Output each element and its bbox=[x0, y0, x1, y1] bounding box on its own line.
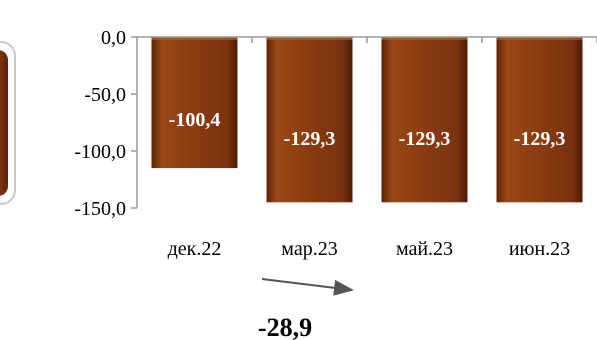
trend-arrow bbox=[261, 278, 354, 296]
y-tick-label: 0,0 bbox=[101, 27, 126, 49]
bar-highlight bbox=[381, 37, 468, 40]
bar-data-label: -129,3 bbox=[399, 128, 451, 150]
x-axis: дек.22 мар.23 май.23 июн.23 bbox=[137, 36, 597, 260]
x-tick-label: июн.23 bbox=[509, 238, 570, 260]
x-tick-label: мар.23 bbox=[281, 238, 337, 260]
bars: -100,4 -129,3 -129,3 -129,3 bbox=[151, 37, 583, 203]
bar bbox=[151, 37, 238, 169]
bar-highlight bbox=[496, 37, 583, 40]
y-axis: 0,0 -50,0 -100,0 -150,0 bbox=[74, 27, 138, 220]
bar bbox=[266, 37, 353, 203]
y-tick-label: -100,0 bbox=[74, 141, 126, 163]
x-tick-label: дек.22 bbox=[168, 238, 222, 260]
bar bbox=[381, 37, 468, 203]
bar-highlight bbox=[266, 37, 353, 40]
side-box bbox=[0, 41, 16, 205]
bar bbox=[496, 37, 583, 203]
bar-group: -129,3 bbox=[496, 37, 583, 203]
y-tick-label: -150,0 bbox=[74, 198, 126, 220]
bar-group: -129,3 bbox=[266, 37, 353, 203]
change-annotation: -28,9 bbox=[258, 313, 312, 340]
bar-data-label: -129,3 bbox=[514, 128, 566, 150]
bar-data-label: -100,4 bbox=[169, 109, 221, 131]
y-tick-label: -50,0 bbox=[84, 84, 126, 106]
bar-data-label: -129,3 bbox=[284, 128, 336, 150]
bar-group: -100,4 bbox=[151, 37, 238, 169]
bar-highlight bbox=[151, 37, 238, 40]
bar-group: -129,3 bbox=[381, 37, 468, 203]
x-tick-label: май.23 bbox=[396, 238, 453, 260]
